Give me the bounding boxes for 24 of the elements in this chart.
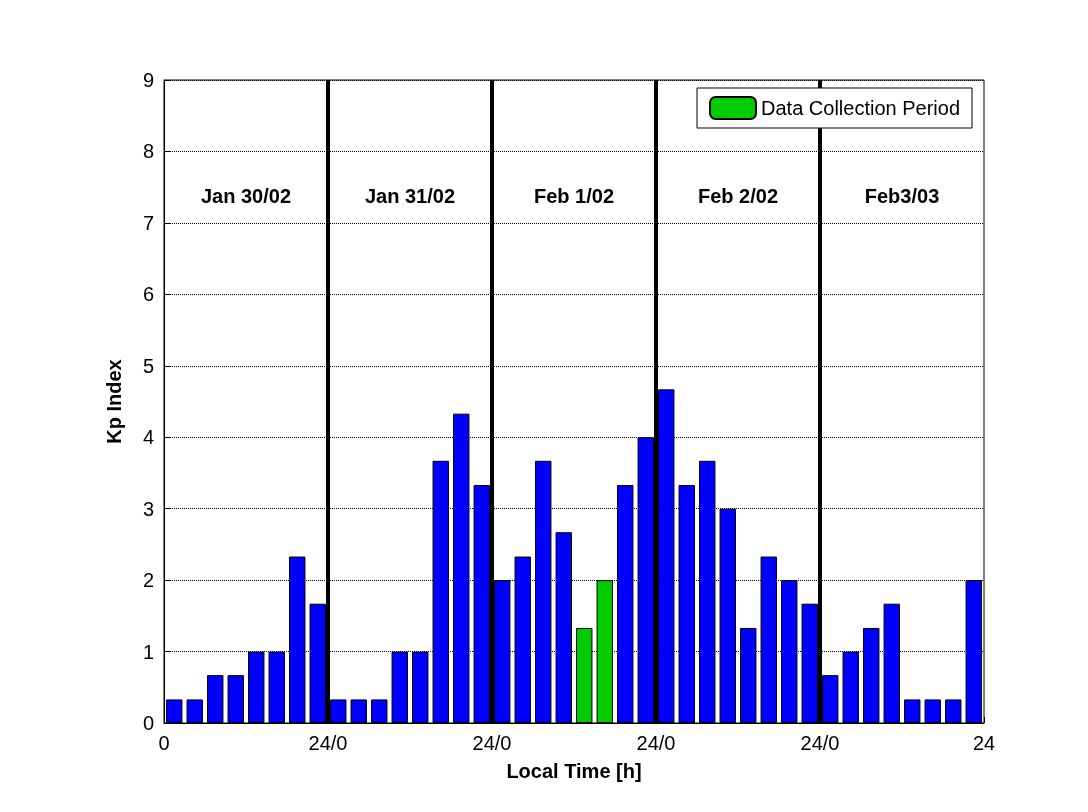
x-tick-label: 24: [972, 732, 996, 754]
x-tick-label: 24/0: [800, 732, 840, 754]
y-tick-label: 8: [142, 140, 154, 163]
y-tick-label: 6: [142, 283, 154, 306]
x-tick-label: 0: [158, 732, 170, 754]
x-axis-title: Local Time [h]: [506, 760, 642, 782]
y-tick-label: 3: [142, 497, 154, 520]
annotation: Feb 1/02: [533, 184, 615, 207]
annotation: Jan 30/02: [200, 184, 292, 207]
x-tick-label: 24/0: [636, 732, 676, 754]
annotation: Jan 31/02: [364, 184, 456, 207]
annotation: Feb3/03: [864, 184, 940, 207]
y-tick-label: 2: [142, 569, 154, 592]
y-tick-label: 4: [142, 426, 154, 449]
x-tick-label: 24/0: [472, 732, 512, 754]
y-tick-label: 7: [142, 211, 154, 234]
y-tick-label: 5: [142, 354, 154, 377]
legend-label: Data Collection Period: [761, 97, 961, 119]
x-tick-label: 24/0: [308, 732, 348, 754]
y-axis-title: Kp Index: [103, 359, 125, 444]
annotation: Feb 2/02: [697, 184, 779, 207]
y-tick-label: 0: [142, 712, 154, 734]
y-tick-label: 9: [142, 69, 154, 91]
y-tick-label: 1: [142, 640, 154, 663]
